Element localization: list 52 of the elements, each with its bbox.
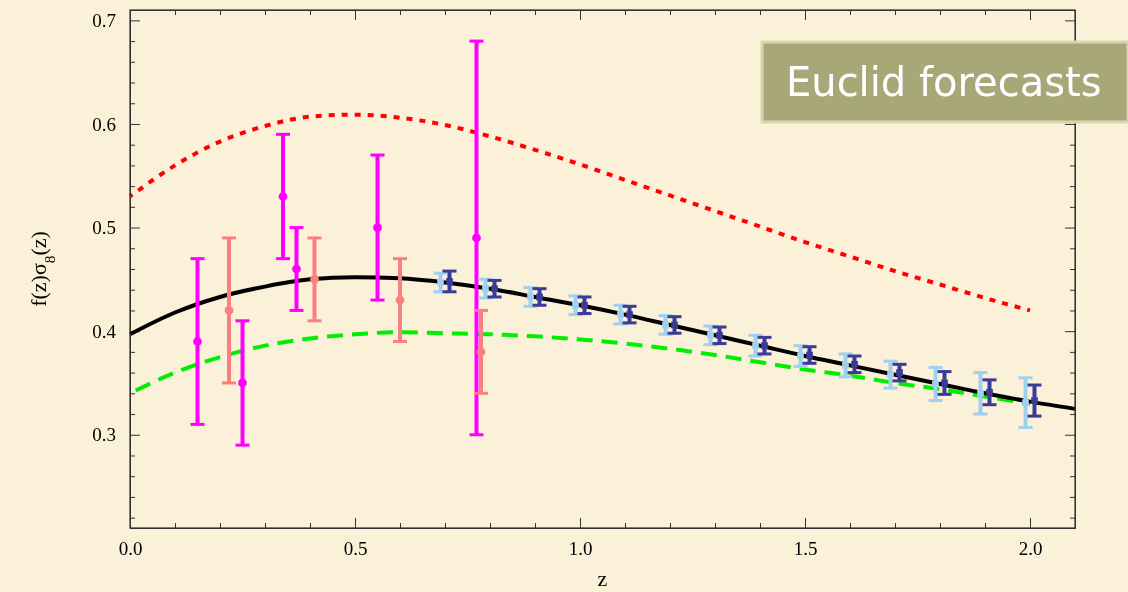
point: [527, 293, 534, 301]
point: [437, 279, 444, 286]
point: [395, 295, 405, 305]
point: [572, 301, 579, 309]
point: [806, 351, 813, 359]
point: [581, 301, 588, 309]
point: [662, 321, 669, 329]
point: [238, 378, 247, 388]
point: [887, 371, 894, 379]
point: [278, 192, 288, 201]
point: [1031, 397, 1038, 404]
point: [941, 379, 948, 387]
x-tick-label: 0.5: [343, 538, 368, 560]
x-tick-label: 2.0: [1018, 538, 1043, 560]
point: [446, 278, 453, 285]
point: [536, 293, 543, 301]
line-series: [128, 112, 1032, 313]
point: [193, 337, 202, 346]
point: [932, 380, 939, 388]
x-tick-label: 1.5: [793, 538, 818, 560]
x-tick-label: 0.0: [118, 538, 143, 560]
point: [716, 331, 723, 339]
point: [373, 223, 382, 232]
point: [310, 275, 319, 284]
point: [851, 360, 858, 368]
x-axis-title: z: [597, 566, 608, 591]
point: [797, 352, 804, 360]
point: [472, 233, 481, 243]
point: [491, 285, 498, 293]
point: [671, 321, 678, 329]
point: [986, 388, 993, 396]
point: [842, 361, 849, 369]
point: [752, 342, 759, 350]
point: [476, 347, 486, 357]
point: [977, 389, 984, 397]
y-tick-label: 0.4: [92, 320, 117, 342]
point: [482, 285, 489, 293]
point: [292, 264, 301, 274]
x-tick-label: 1.0: [568, 538, 593, 560]
point: [1022, 399, 1029, 406]
annotation: Euclid forecasts: [786, 59, 1102, 105]
point: [224, 306, 234, 315]
y-tick-label: 0.3: [92, 424, 116, 446]
y-tick-label: 0.5: [92, 217, 116, 239]
point: [761, 342, 768, 350]
point: [617, 311, 624, 318]
line-series: [128, 275, 1077, 411]
point: [896, 369, 903, 376]
point: [626, 311, 633, 318]
y-tick-label: 0.6: [92, 113, 116, 135]
point: [707, 331, 714, 339]
y-tick-label: 0.7: [92, 9, 116, 31]
